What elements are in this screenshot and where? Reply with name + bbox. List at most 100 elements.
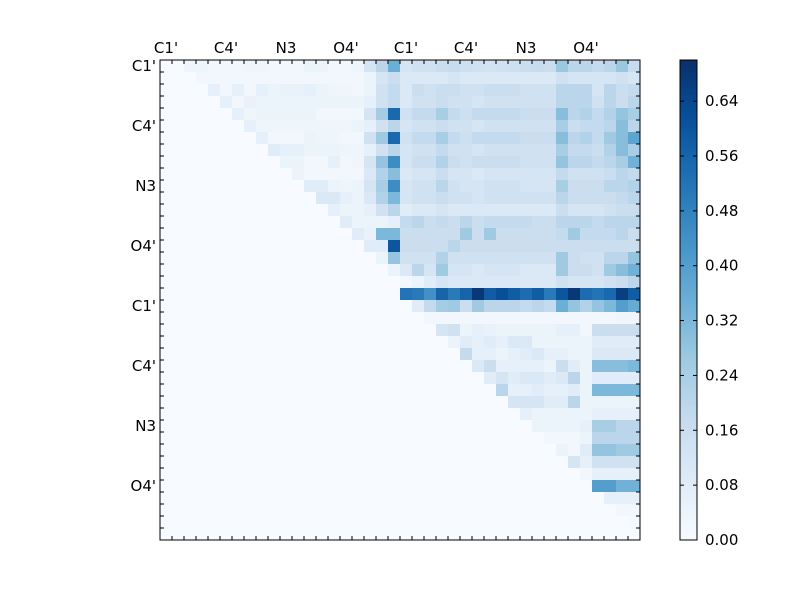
heatmap-cell	[208, 516, 221, 529]
heatmap-cell	[340, 180, 353, 193]
heatmap-cell	[628, 216, 641, 229]
heatmap-cell	[472, 516, 485, 529]
heatmap-cell	[304, 60, 317, 73]
heatmap-cell	[448, 264, 461, 277]
heatmap-cell	[520, 168, 533, 181]
heatmap-cell	[256, 456, 269, 469]
heatmap-cell	[160, 108, 173, 121]
heatmap-cell	[232, 468, 245, 481]
heatmap-cell	[184, 216, 197, 229]
heatmap-cell	[580, 456, 593, 469]
heatmap-cell	[484, 372, 497, 385]
heatmap-cell	[172, 360, 185, 373]
heatmap-cell	[412, 324, 425, 337]
heatmap-cell	[364, 276, 377, 289]
heatmap-cell	[448, 372, 461, 385]
heatmap-cell	[160, 60, 173, 73]
heatmap-cell	[424, 516, 437, 529]
heatmap-cell	[184, 108, 197, 121]
heatmap-cell	[532, 72, 545, 85]
heatmap-cell	[256, 480, 269, 493]
heatmap-cell	[460, 384, 473, 397]
heatmap-cell	[328, 120, 341, 133]
heatmap-cell	[388, 156, 401, 169]
heatmap-cell	[244, 348, 257, 361]
heatmap-cell	[592, 108, 605, 121]
heatmap-cell	[364, 408, 377, 421]
heatmap-cell	[244, 120, 257, 133]
heatmap-cell	[436, 132, 449, 145]
heatmap-cell	[376, 288, 389, 301]
heatmap-cell	[292, 504, 305, 517]
heatmap-cell	[208, 60, 221, 73]
heatmap-cell	[568, 276, 581, 289]
heatmap-cell	[208, 324, 221, 337]
heatmap-cell	[400, 312, 413, 325]
heatmap-cell	[472, 444, 485, 457]
heatmap-cell	[316, 276, 329, 289]
heatmap-cell	[520, 156, 533, 169]
heatmap-cell	[580, 444, 593, 457]
heatmap-cell	[256, 324, 269, 337]
heatmap-cell	[352, 228, 365, 241]
heatmap-cell	[352, 432, 365, 445]
heatmap-cell	[436, 168, 449, 181]
heatmap-cell	[556, 372, 569, 385]
heatmap-cell	[424, 144, 437, 157]
heatmap-cell	[424, 444, 437, 457]
heatmap-cell	[280, 432, 293, 445]
heatmap-cell	[292, 348, 305, 361]
heatmap-cell	[340, 288, 353, 301]
heatmap-cell	[184, 348, 197, 361]
heatmap-cell	[412, 216, 425, 229]
heatmap-cell	[436, 420, 449, 433]
heatmap-cell	[376, 324, 389, 337]
heatmap-cell	[592, 384, 605, 397]
heatmap-cell	[604, 312, 617, 325]
heatmap-cell	[412, 360, 425, 373]
heatmap-cell	[388, 252, 401, 265]
heatmap-cell	[544, 384, 557, 397]
heatmap-cell	[616, 420, 629, 433]
heatmap-cell	[472, 468, 485, 481]
heatmap-cell	[292, 288, 305, 301]
heatmap-cell	[340, 420, 353, 433]
heatmap-cell	[316, 84, 329, 97]
heatmap-cell	[496, 144, 509, 157]
heatmap-cell	[268, 144, 281, 157]
heatmap-cell	[184, 420, 197, 433]
heatmap-cell	[376, 180, 389, 193]
heatmap-cell	[292, 396, 305, 409]
heatmap-cell	[592, 84, 605, 97]
heatmap-cell	[436, 144, 449, 157]
heatmap-cell	[292, 192, 305, 205]
heatmap-cell	[604, 528, 617, 541]
heatmap-cell	[196, 96, 209, 109]
y-tick-label: O4'	[131, 237, 156, 255]
heatmap-cell	[292, 336, 305, 349]
heatmap-cell	[388, 360, 401, 373]
heatmap-cell	[544, 528, 557, 541]
heatmap-cell	[184, 288, 197, 301]
heatmap-cell	[244, 300, 257, 313]
heatmap-cell	[460, 228, 473, 241]
heatmap-cell	[616, 108, 629, 121]
heatmap-cell	[196, 228, 209, 241]
heatmap-cell	[520, 240, 533, 253]
heatmap-cell	[316, 492, 329, 505]
heatmap-cell	[520, 348, 533, 361]
heatmap-cell	[256, 168, 269, 181]
heatmap-cell	[568, 492, 581, 505]
heatmap-cell	[532, 252, 545, 265]
heatmap-cell	[496, 180, 509, 193]
heatmap-cell	[352, 300, 365, 313]
heatmap-cell	[496, 60, 509, 73]
heatmap-cell	[400, 180, 413, 193]
heatmap-cell	[196, 468, 209, 481]
heatmap-cell	[532, 144, 545, 157]
heatmap-cell	[400, 60, 413, 73]
heatmap-cell	[556, 192, 569, 205]
heatmap-cell	[268, 240, 281, 253]
heatmap-cell	[376, 408, 389, 421]
heatmap-cell	[280, 324, 293, 337]
